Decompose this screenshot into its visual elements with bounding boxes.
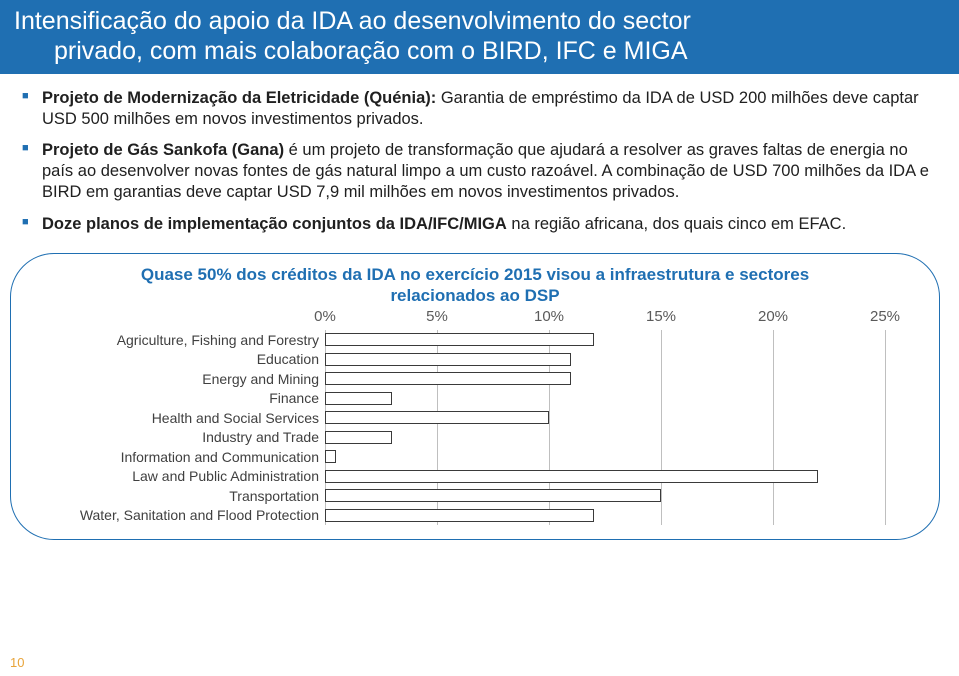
bar [325, 333, 594, 346]
x-tick-label: 25% [870, 308, 900, 325]
bar [325, 372, 571, 385]
x-tick-label: 5% [426, 308, 448, 325]
chart-row: Industry and Trade [45, 428, 905, 448]
chart-row: Water, Sanitation and Flood Protection [45, 506, 905, 526]
category-label: Industry and Trade [45, 429, 325, 445]
bar-area [325, 389, 885, 409]
bullet-list: Projeto de Modernização da Eletricidade … [0, 74, 959, 253]
category-label: Water, Sanitation and Flood Protection [45, 507, 325, 523]
bar-area [325, 408, 885, 428]
category-label: Health and Social Services [45, 410, 325, 426]
bar-area [325, 428, 885, 448]
bar [325, 353, 571, 366]
x-tick-label: 20% [758, 308, 788, 325]
category-label: Transportation [45, 488, 325, 504]
bar [325, 431, 392, 444]
chart-row: Agriculture, Fishing and Forestry [45, 330, 905, 350]
x-tick-label: 15% [646, 308, 676, 325]
category-label: Energy and Mining [45, 371, 325, 387]
bar [325, 489, 661, 502]
page-number: 10 [10, 655, 24, 670]
chart-row: Transportation [45, 486, 905, 506]
bullet-item: Projeto de Modernização da Eletricidade … [42, 88, 931, 130]
chart-row: Law and Public Administration [45, 467, 905, 487]
bar-area [325, 330, 885, 350]
callout-container: Quase 50% dos créditos da IDA no exercíc… [6, 253, 945, 541]
title-line1: Intensificação do apoio da IDA ao desenv… [14, 7, 691, 35]
category-label: Law and Public Administration [45, 468, 325, 484]
chart-row: Energy and Mining [45, 369, 905, 389]
title-line2: privado, com mais colaboração com o BIRD… [14, 36, 945, 66]
chart-row: Health and Social Services [45, 408, 905, 428]
bar-area [325, 467, 885, 487]
bullet-bold: Projeto de Gás Sankofa (Gana) [42, 141, 284, 159]
x-axis-ticks: 0%5%10%15%20%25% [325, 308, 885, 330]
bar-area [325, 350, 885, 370]
x-tick-label: 0% [314, 308, 336, 325]
bar-area [325, 486, 885, 506]
chart-row: Education [45, 350, 905, 370]
callout-title: Quase 50% dos créditos da IDA no exercíc… [35, 264, 915, 307]
category-label: Finance [45, 390, 325, 406]
category-label: Agriculture, Fishing and Forestry [45, 332, 325, 348]
bar [325, 411, 549, 424]
bar [325, 509, 594, 522]
bar-area [325, 506, 885, 526]
bar [325, 470, 818, 483]
chart-row: Finance [45, 389, 905, 409]
bar [325, 392, 392, 405]
callout-title-line1: Quase 50% dos créditos da IDA no exercíc… [141, 265, 809, 284]
callout-title-line2: relacionados ao DSP [390, 286, 559, 305]
bar [325, 450, 336, 463]
bullet-item: Doze planos de implementação conjuntos d… [42, 214, 931, 235]
category-label: Information and Communication [45, 449, 325, 465]
bar-area [325, 369, 885, 389]
chart-row: Information and Communication [45, 447, 905, 467]
callout-box: Quase 50% dos créditos da IDA no exercíc… [10, 253, 940, 541]
category-label: Education [45, 351, 325, 367]
bar-chart: 0% 5% 10% 15% 20% 25% Agriculture, Fishing an… [45, 308, 905, 525]
x-tick-label: 10% [534, 308, 564, 325]
title-banner: Intensificação do apoio da IDA ao desenv… [0, 0, 959, 74]
bar-area [325, 447, 885, 467]
bullet-bold: Projeto de Modernização da Eletricidade … [42, 89, 436, 107]
bullet-item: Projeto de Gás Sankofa (Gana) é um proje… [42, 140, 931, 203]
bullet-bold: Doze planos de implementação conjuntos d… [42, 215, 507, 233]
chart-plot: Agriculture, Fishing and Forestry Educati… [45, 330, 905, 525]
bullet-rest: na região africana, dos quais cinco em E… [507, 215, 846, 233]
